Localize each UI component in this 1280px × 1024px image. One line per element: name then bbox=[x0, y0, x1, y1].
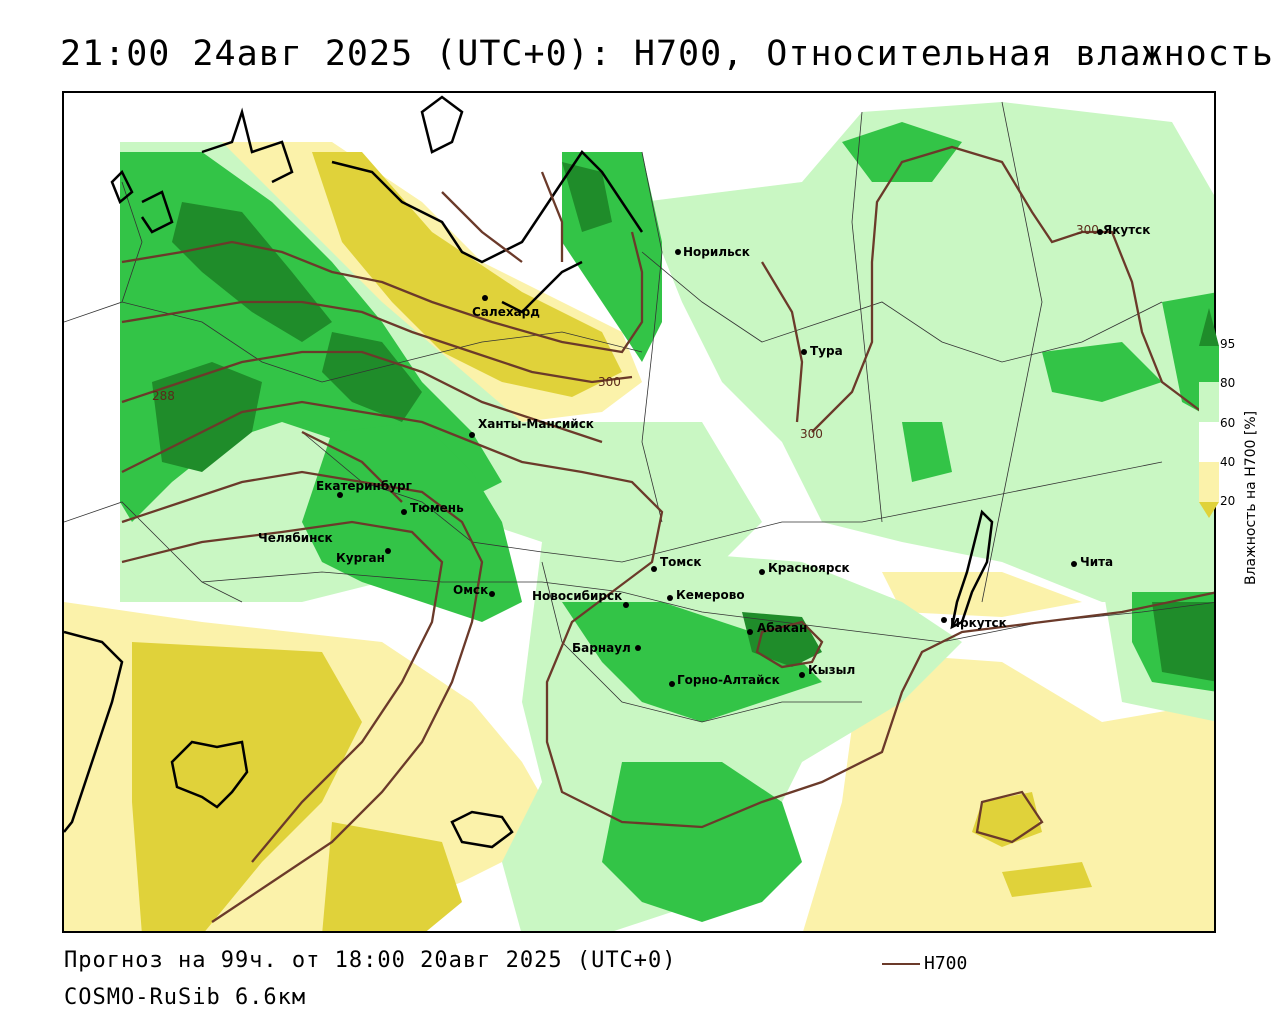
colorbar-tick-40: 40 bbox=[1220, 455, 1236, 469]
coastlines bbox=[64, 95, 994, 849]
city-tomsk: Томск bbox=[660, 555, 702, 569]
colorbar-tick-95: 95 bbox=[1220, 337, 1236, 351]
forecast-info: Прогноз на 99ч. от 18:00 20авг 2025 (UTC… bbox=[64, 948, 677, 973]
city-yekaterinburg: Екатеринбург bbox=[316, 479, 412, 493]
colorbar-tick-60: 60 bbox=[1220, 416, 1236, 430]
colorbar-20-40 bbox=[1199, 462, 1219, 502]
city-markers: Норильск Якутск Салехард Тура Ханты-Манс… bbox=[258, 223, 1150, 687]
contour-labels: 288 300 300 300 bbox=[152, 223, 1099, 441]
colorbar-tick-80: 80 bbox=[1220, 376, 1236, 390]
map-title: 21:00 24авг 2025 (UTC+0): H700, Относите… bbox=[60, 34, 1274, 74]
city-salekhard: Салехард bbox=[472, 305, 540, 319]
h700-contours bbox=[121, 145, 1214, 923]
colorbar-40-60 bbox=[1199, 422, 1219, 462]
h700-line-swatch bbox=[882, 963, 920, 965]
city-norilsk: Норильск bbox=[683, 245, 750, 259]
city-chelyabinsk: Челябинск bbox=[258, 531, 333, 545]
city-khanty-mansiysk: Ханты-Мансийск bbox=[478, 417, 594, 431]
city-omsk: Омск bbox=[453, 583, 488, 597]
colorbar-60-80 bbox=[1199, 382, 1219, 422]
model-name: COSMO-RuSib 6.6км bbox=[64, 985, 307, 1010]
humidity-map: 288 300 300 300 Норильск Якутск Салехард… bbox=[64, 95, 1214, 931]
h700-line-legend: H700 bbox=[882, 953, 967, 974]
city-gorno-altaysk: Горно-Алтайск bbox=[677, 673, 780, 687]
contour-label-300-b: 300 bbox=[800, 427, 823, 441]
city-kurgan: Курган bbox=[336, 551, 385, 565]
colorbar-top-arrow bbox=[1199, 308, 1219, 346]
city-tura: Тура bbox=[810, 344, 843, 358]
contour-label-300-a: 300 bbox=[598, 375, 621, 389]
city-kyzyl: Кызыл bbox=[808, 663, 855, 677]
humidity-colorbar bbox=[1199, 308, 1219, 518]
city-novosibirsk: Новосибирск bbox=[532, 589, 622, 603]
colorbar-bottom-arrow bbox=[1199, 502, 1219, 518]
dry-zones bbox=[64, 142, 1214, 931]
city-kemerovo: Кемерово bbox=[676, 588, 745, 602]
city-krasnoyarsk: Красноярск bbox=[768, 561, 850, 575]
colorbar-tick-20: 20 bbox=[1220, 494, 1236, 508]
colorbar-80-95 bbox=[1199, 346, 1219, 382]
city-abakan: Абакан bbox=[757, 621, 807, 635]
contour-label-288: 288 bbox=[152, 389, 175, 403]
map-panel: 288 300 300 300 Норильск Якутск Салехард… bbox=[62, 91, 1216, 933]
city-irkutsk: Иркутск bbox=[950, 616, 1007, 630]
city-barnaul: Барнаул bbox=[572, 641, 631, 655]
colorbar-title: Влажность на H700 [%] bbox=[1243, 410, 1259, 585]
h700-line-label: H700 bbox=[924, 953, 968, 974]
contour-label-300-c: 300 bbox=[1076, 223, 1099, 237]
city-yakutsk: Якутск bbox=[1103, 223, 1150, 237]
city-chita: Чита bbox=[1080, 555, 1113, 569]
city-tyumen: Тюмень bbox=[410, 501, 464, 515]
